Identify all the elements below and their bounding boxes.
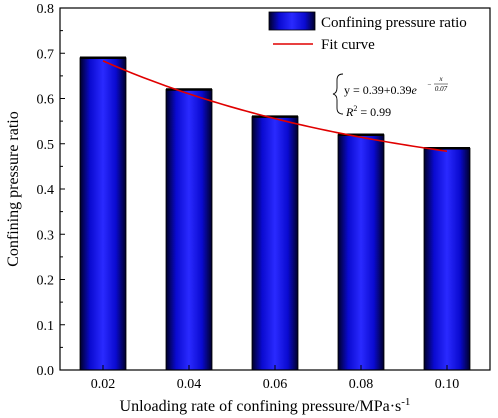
bar: [423, 147, 471, 371]
equation-exponent-minus: −: [427, 81, 432, 89]
fit-curve-group: [102, 60, 448, 153]
y-tick-label: 0.2: [37, 274, 55, 289]
r-squared-superscript: 2: [353, 104, 357, 113]
equation-line: y = 0.39+0.39e: [344, 83, 418, 97]
y-tick-label: 0.3: [37, 228, 55, 243]
fit-equation: y = 0.39+0.39e − x 0.07 R2 = 0.99: [332, 73, 448, 119]
equation-e: e: [412, 83, 418, 97]
x-tick-label: 0.04: [177, 377, 202, 392]
x-tick-label: 0.06: [263, 377, 288, 392]
legend-fit-label: Fit curve: [321, 37, 375, 53]
r-squared-label: R: [345, 105, 354, 119]
y-tick-label: 0.8: [37, 2, 55, 17]
bar: [337, 134, 385, 371]
y-tick-label: 0.5: [37, 138, 55, 153]
legend: Confining pressure ratio Fit curve: [268, 11, 467, 53]
x-axis: 0.02 0.04 0.06 0.08 0.10: [91, 365, 460, 392]
y-tick-label: 0.0: [37, 364, 55, 379]
x-tick-label: 0.10: [435, 377, 460, 392]
bar: [251, 116, 299, 371]
x-axis-label-main: Unloading rate of confining pressure/MPa…: [120, 398, 402, 415]
y-axis: 0.0 0.1 0.2 0.3 0.4 0.5 0.6 0.7 0.8: [37, 2, 65, 379]
x-axis-label-superscript: -1: [401, 396, 410, 408]
equation-brace: [332, 73, 344, 115]
bar: [79, 57, 127, 371]
x-tick-label: 0.02: [91, 377, 116, 392]
r-squared-value: = 0.99: [357, 105, 391, 119]
y-tick-label: 0.4: [37, 183, 55, 198]
equation-exponent-numerator: x: [438, 75, 443, 83]
y-tick-label: 0.1: [37, 319, 55, 334]
x-tick-label: 0.08: [349, 377, 374, 392]
y-tick-label: 0.7: [37, 47, 55, 62]
x-axis-label: Unloading rate of confining pressure/MPa…: [120, 396, 411, 415]
legend-bar-swatch: [268, 11, 316, 31]
legend-bar-label: Confining pressure ratio: [321, 15, 467, 31]
y-axis-label: Confining pressure ratio: [5, 111, 22, 267]
bars-group: [79, 56, 471, 371]
bar: [165, 89, 213, 371]
equation-exponent-denominator: 0.07: [435, 85, 448, 93]
equation-prefix: y = 0.39+0.39: [344, 83, 412, 97]
r-squared: R2 = 0.99: [345, 104, 391, 119]
fit-curve: [102, 60, 448, 153]
y-tick-label: 0.6: [37, 93, 55, 108]
